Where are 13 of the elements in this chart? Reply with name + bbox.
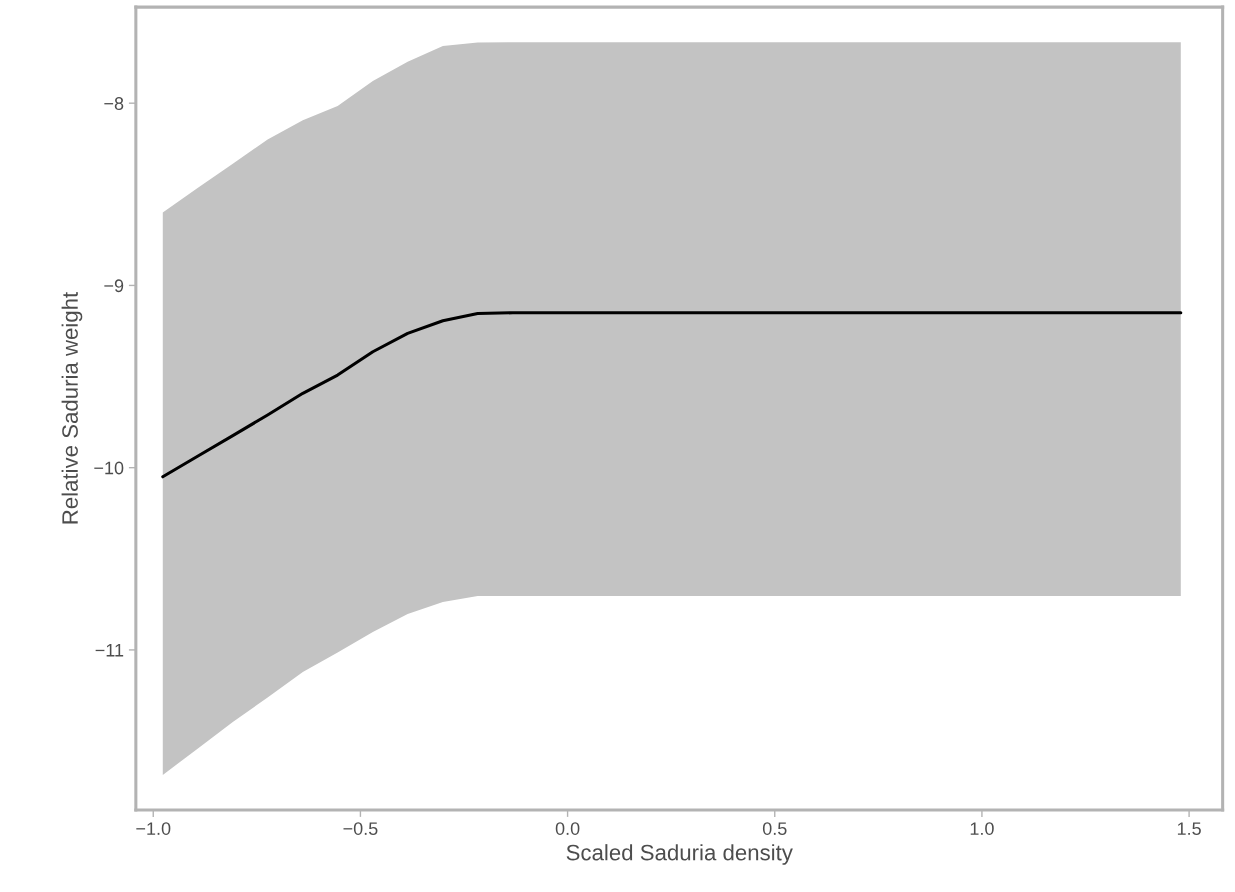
y-tick-label: −9 (104, 279, 124, 293)
y-tick-label: −11 (95, 644, 124, 657)
x-axis-title: Scaled Saduria density (566, 844, 793, 865)
x-tick-label: −1.0 (136, 822, 171, 835)
y-tick-label: −8 (104, 97, 124, 110)
y-tick-label: −10 (94, 461, 124, 475)
x-tick-label: 0.5 (762, 822, 787, 835)
x-tick-label: 0.0 (555, 822, 580, 835)
x-tick-label: 1.0 (970, 822, 994, 835)
x-tick-label: −0.5 (343, 822, 378, 835)
line-series (161, 311, 1183, 479)
x-tick-label: 1.5 (1177, 822, 1201, 835)
y-axis-title: Relative Saduria weight (61, 291, 83, 524)
